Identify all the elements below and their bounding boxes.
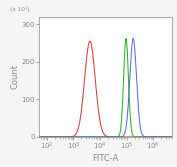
- X-axis label: FITC-A: FITC-A: [92, 154, 119, 163]
- Y-axis label: Count: Count: [11, 64, 20, 89]
- Text: (x 10¹): (x 10¹): [10, 6, 29, 12]
